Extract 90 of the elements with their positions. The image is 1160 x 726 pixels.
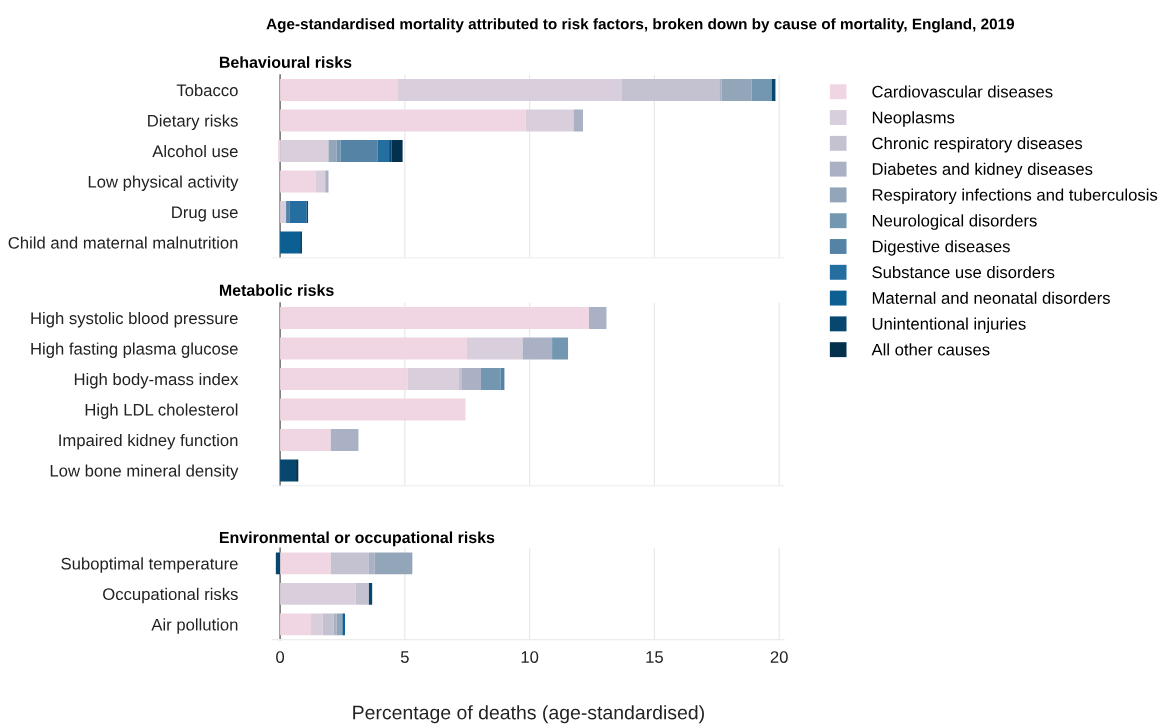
bar: [397, 79, 622, 101]
bar: [280, 79, 398, 101]
bar: [286, 201, 290, 223]
bar: [374, 552, 413, 575]
legend-label: All other causes: [871, 343, 990, 356]
x-tick-label: 5: [400, 651, 409, 663]
bar: [459, 367, 462, 390]
y-tick-label: Occupational risks: [103, 587, 238, 604]
y-tick-label: Air pollution: [151, 618, 238, 634]
y-tick-label: High systolic blood pressure: [31, 311, 238, 328]
bar: [751, 79, 772, 101]
bar: [466, 337, 523, 360]
y-tick-label: Impaired kidney function: [59, 433, 238, 450]
legend-label: Neurological disorders: [872, 214, 1037, 230]
bar: [500, 367, 505, 390]
bar: [355, 582, 369, 605]
bar: [336, 140, 341, 162]
legend-label: Respiratory infections and tuberculosis: [872, 188, 1158, 205]
bar: [280, 140, 329, 162]
bar: [275, 552, 281, 575]
bar: [330, 552, 369, 575]
bar: [462, 367, 481, 390]
x-tick-label: 20: [770, 651, 788, 663]
bar: [330, 428, 359, 451]
legend-label: Unintentional injuries: [872, 317, 1026, 334]
bar: [280, 170, 317, 193]
bar: [391, 140, 403, 162]
bar: [573, 109, 584, 132]
y-tick-label: High LDL cholesterol: [85, 403, 238, 419]
legend-label: Chronic respiratory diseases: [872, 136, 1083, 153]
bar: [280, 337, 467, 360]
y-tick-label: Low bone mineral density: [50, 464, 239, 480]
bar: [280, 398, 466, 421]
bar: [407, 367, 460, 390]
legend-label: Digestive diseases: [872, 240, 1010, 256]
bar: [316, 170, 326, 193]
bar: [280, 201, 287, 223]
chart-subtitle: Metabolic risks: [219, 284, 334, 296]
bar: [340, 140, 378, 162]
y-tick-label: Child and maternal malnutrition: [8, 236, 238, 249]
bar: [328, 140, 337, 162]
bar: [719, 79, 722, 101]
y-tick-label: Alcohol use: [152, 144, 238, 158]
x-tick-label: 0: [276, 651, 285, 663]
bar: [280, 367, 408, 390]
bar: [296, 459, 299, 482]
y-tick-label: Drug use: [172, 206, 238, 222]
legend-label: Neoplasms: [872, 111, 955, 127]
y-tick-label: High body-mass index: [74, 372, 239, 389]
bar: [368, 582, 373, 605]
bar: [522, 337, 553, 360]
bar: [280, 613, 312, 636]
y-tick-label: Dietary risks: [148, 114, 238, 131]
x-tick-label: 10: [521, 651, 539, 663]
legend-label: Diabetes and kidney diseases: [872, 162, 1093, 179]
bar: [377, 140, 390, 162]
bar: [280, 307, 590, 329]
bar: [280, 552, 331, 575]
bar: [280, 582, 356, 605]
y-tick-label: High fasting plasma glucose: [31, 342, 238, 358]
chart-subtitle: Behavioural risks: [219, 56, 352, 68]
bar: [280, 109, 526, 132]
bar: [389, 140, 392, 162]
bar: [280, 428, 331, 451]
bar: [721, 79, 752, 101]
bar: [368, 552, 375, 575]
bar: [621, 79, 720, 101]
bar: [552, 337, 569, 360]
legend-label: Cardiovascular diseases: [872, 85, 1053, 98]
bar: [311, 613, 323, 636]
bar: [322, 613, 334, 636]
x-tick-label: 15: [646, 651, 663, 663]
bar: [525, 109, 574, 132]
bar: [280, 231, 301, 254]
bar: [300, 231, 303, 254]
bar: [342, 613, 345, 636]
bar: [280, 459, 297, 482]
bar: [480, 367, 501, 390]
chart-subtitle: Environmental or occupational risks: [219, 531, 495, 547]
bar: [333, 613, 337, 636]
bar: [278, 140, 281, 162]
y-tick-label: Low physical activity: [88, 175, 239, 191]
bar: [289, 201, 307, 223]
legend-label: Maternal and neonatal disorders: [872, 291, 1110, 304]
bar: [589, 307, 607, 329]
chart-title: Age-standardised mortality attributed to risk factors, broken down by cause of mortality, England, 2019: [266, 18, 1015, 33]
legend-label: Substance use disorders: [872, 265, 1055, 279]
y-tick-label: Suboptimal temperature: [61, 557, 238, 573]
y-tick-label: Tobacco: [176, 83, 238, 97]
x-axis-title: Percentage of deaths (age-standardised): [353, 705, 704, 724]
